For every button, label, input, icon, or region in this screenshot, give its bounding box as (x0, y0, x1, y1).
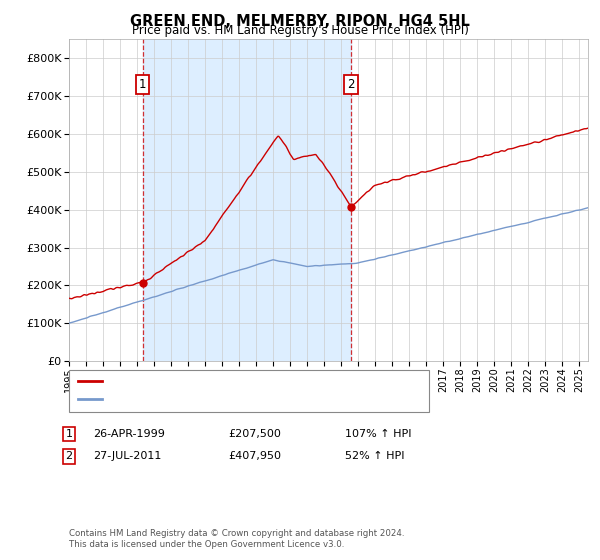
Text: 52% ↑ HPI: 52% ↑ HPI (345, 451, 404, 461)
Text: £407,950: £407,950 (228, 451, 281, 461)
Text: 26-APR-1999: 26-APR-1999 (93, 429, 165, 439)
Text: 1: 1 (65, 429, 73, 439)
Text: 2: 2 (347, 78, 355, 91)
Text: 107% ↑ HPI: 107% ↑ HPI (345, 429, 412, 439)
Text: GREEN END, MELMERBY, RIPON, HG4 5HL: GREEN END, MELMERBY, RIPON, HG4 5HL (130, 14, 470, 29)
Text: 1: 1 (139, 78, 146, 91)
Text: £207,500: £207,500 (228, 429, 281, 439)
Text: 2: 2 (65, 451, 73, 461)
Text: GREEN END, MELMERBY, RIPON, HG4 5HL (detached house): GREEN END, MELMERBY, RIPON, HG4 5HL (det… (106, 376, 417, 386)
Bar (143, 39, 351, 361)
Text: Price paid vs. HM Land Registry's House Price Index (HPI): Price paid vs. HM Land Registry's House … (131, 24, 469, 36)
Text: HPI: Average price, detached house, North Yorkshire: HPI: Average price, detached house, Nort… (106, 394, 379, 404)
Text: Contains HM Land Registry data © Crown copyright and database right 2024.
This d: Contains HM Land Registry data © Crown c… (69, 529, 404, 549)
Text: 27-JUL-2011: 27-JUL-2011 (93, 451, 161, 461)
